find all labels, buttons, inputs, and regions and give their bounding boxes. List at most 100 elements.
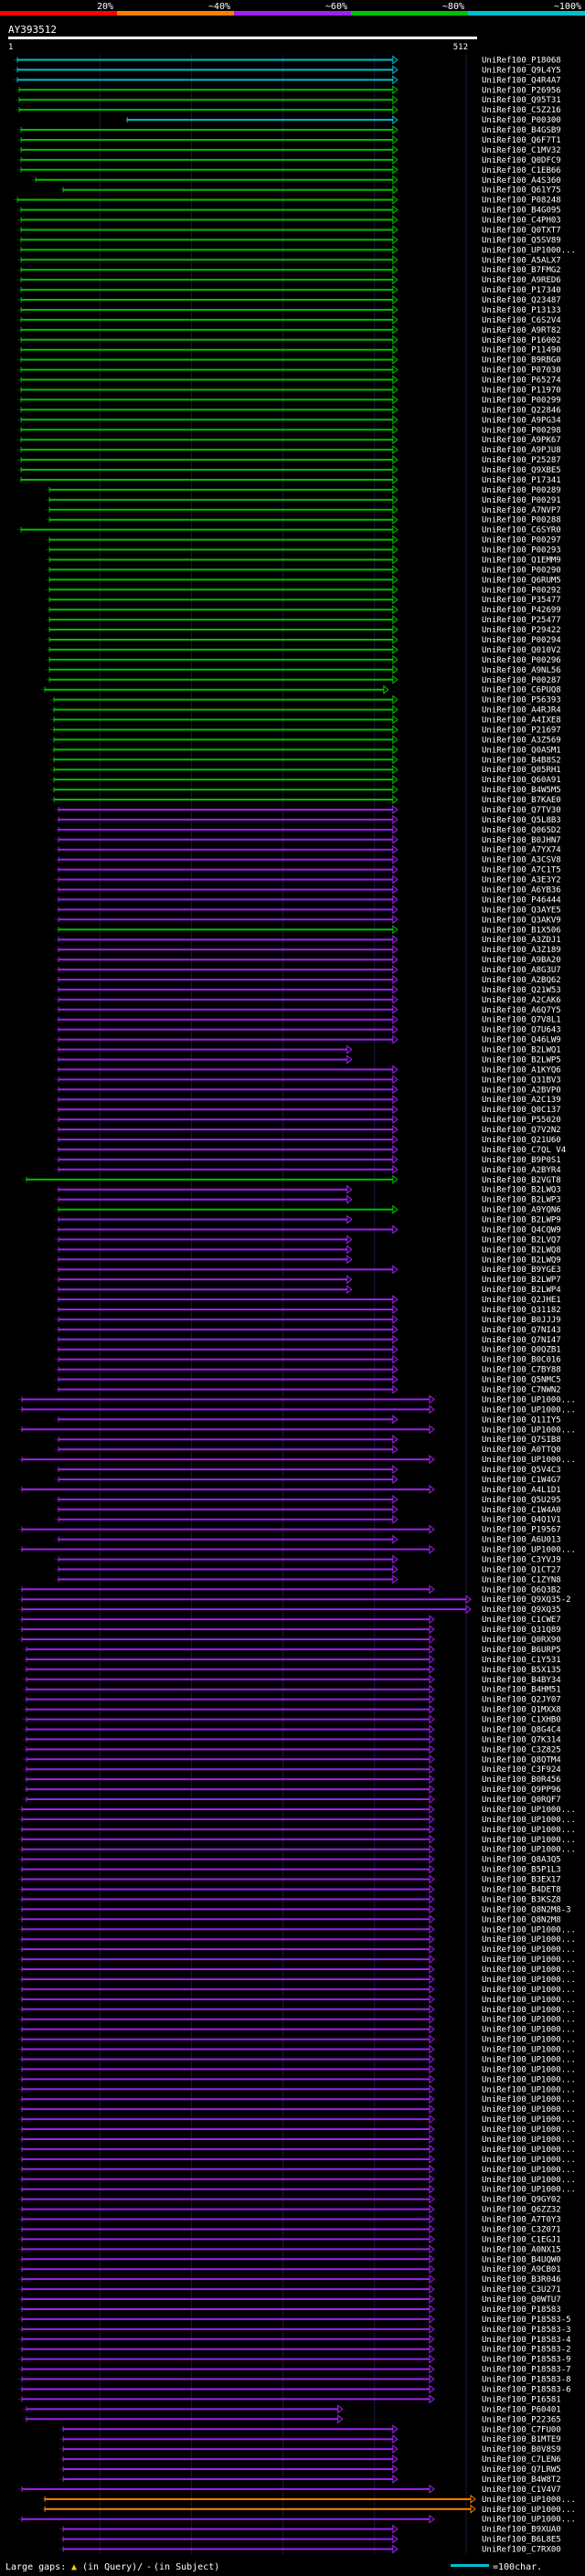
hit-label[interactable]: UniRef100_Q1MXX8 [482, 1706, 561, 1715]
hit-label[interactable]: UniRef100_Q6Q3B2 [482, 1585, 561, 1595]
hit-label[interactable]: UniRef100_P00291 [482, 496, 561, 505]
hit-label[interactable]: UniRef100_UP1000... [482, 1456, 576, 1465]
hit-label[interactable]: UniRef100_Q7SIB8 [482, 1436, 561, 1445]
hit-label[interactable]: UniRef100_P08248 [482, 196, 561, 206]
hit-label[interactable]: UniRef100_P22365 [482, 2415, 561, 2424]
hit-label[interactable]: UniRef100_Q2JY07 [482, 1696, 561, 1705]
hit-label[interactable]: UniRef100_P00297 [482, 536, 561, 546]
hit-label[interactable]: UniRef100_UP1000... [482, 2095, 576, 2104]
hit-label[interactable]: UniRef100_A9RED6 [482, 276, 561, 285]
hit-label[interactable]: UniRef100_C5Z216 [482, 106, 561, 115]
hit-label[interactable]: UniRef100_A9PJU8 [482, 446, 561, 455]
hit-label[interactable]: UniRef100_C1CWE7 [482, 1616, 561, 1625]
hit-label[interactable]: UniRef100_A3Z189 [482, 946, 561, 955]
hit-label[interactable]: UniRef100_Q6ZZ32 [482, 2206, 561, 2215]
hit-label[interactable]: UniRef100_A7C1T5 [482, 866, 561, 875]
hit-label[interactable]: UniRef100_A9CB01 [482, 2265, 561, 2274]
hit-label[interactable]: UniRef100_B9RBG0 [482, 356, 561, 366]
hit-label[interactable]: UniRef100_B2LWP7 [482, 1276, 561, 1285]
hit-label[interactable]: UniRef100_P18583-8 [482, 2376, 571, 2385]
hit-label[interactable]: UniRef100_Q11IY5 [482, 1415, 561, 1425]
hit-label[interactable]: UniRef100_C1MV32 [482, 146, 561, 155]
hit-label[interactable]: UniRef100_B0R456 [482, 1776, 561, 1785]
hit-label[interactable]: UniRef100_B4G095 [482, 207, 561, 216]
hit-label[interactable]: UniRef100_A4RJR4 [482, 706, 561, 716]
hit-label[interactable]: UniRef100_UP1000... [482, 2026, 576, 2035]
hit-label[interactable]: UniRef100_A4S360 [482, 176, 561, 186]
hit-label[interactable]: UniRef100_Q9L4Y5 [482, 66, 561, 75]
hit-label[interactable]: UniRef100_C3YVJ9 [482, 1555, 561, 1564]
hit-label[interactable]: UniRef100_Q6F7T1 [482, 136, 561, 145]
hit-label[interactable]: UniRef100_Q23487 [482, 296, 561, 305]
hit-label[interactable]: UniRef100_B7KAE0 [482, 796, 561, 805]
hit-label[interactable]: UniRef100_UP1000... [482, 2166, 576, 2175]
hit-label[interactable]: UniRef100_UP1000... [482, 1996, 576, 2005]
hit-label[interactable]: UniRef100_UP1000... [482, 2506, 576, 2515]
hit-label[interactable]: UniRef100_P18583-4 [482, 2336, 571, 2345]
hit-label[interactable]: UniRef100_P00296 [482, 656, 561, 665]
hit-label[interactable]: UniRef100_P11970 [482, 386, 561, 395]
hit-label[interactable]: UniRef100_UP1000... [482, 1956, 576, 1965]
hit-label[interactable]: UniRef100_UP1000... [482, 1546, 576, 1555]
hit-label[interactable]: UniRef100_P18583-7 [482, 2366, 571, 2375]
hit-label[interactable]: UniRef100_P00289 [482, 486, 561, 495]
hit-label[interactable]: UniRef100_A6YB36 [482, 885, 561, 895]
hit-label[interactable]: UniRef100_B2LWQ9 [482, 1256, 561, 1265]
hit-label[interactable]: UniRef100_Q8A3Q5 [482, 1856, 561, 1865]
hit-label[interactable]: UniRef100_UP1000... [482, 2085, 576, 2094]
hit-label[interactable]: UniRef100_UP1000... [482, 1986, 576, 1995]
hit-label[interactable]: UniRef100_UP1000... [482, 2006, 576, 2015]
hit-label[interactable]: UniRef100_P00299 [482, 396, 561, 405]
hit-label[interactable]: UniRef100_P46444 [482, 896, 561, 905]
hit-label[interactable]: UniRef100_C6SYR0 [482, 526, 561, 535]
hit-label[interactable]: UniRef100_Q7NI43 [482, 1326, 561, 1335]
hit-label[interactable]: UniRef100_Q8G4C4 [482, 1725, 561, 1734]
hit-label[interactable]: UniRef100_C7RX00 [482, 2546, 561, 2555]
hit-label[interactable]: UniRef100_B4UQW0 [482, 2255, 561, 2264]
hit-label[interactable]: UniRef100_Q9XQ35 [482, 1606, 561, 1615]
hit-label[interactable]: UniRef100_C3F924 [482, 1765, 561, 1775]
hit-label[interactable]: UniRef100_Q010V2 [482, 646, 561, 655]
hit-label[interactable]: UniRef100_B5X135 [482, 1666, 561, 1675]
hit-label[interactable]: UniRef100_UP1000... [482, 1826, 576, 1835]
hit-label[interactable]: UniRef100_Q8QTM4 [482, 1755, 561, 1765]
hit-label[interactable]: UniRef100_C1EGJ1 [482, 2235, 561, 2244]
hit-label[interactable]: UniRef100_P17341 [482, 476, 561, 485]
hit-label[interactable]: UniRef100_Q46LW9 [482, 1036, 561, 1045]
hit-label[interactable]: UniRef100_UP1000... [482, 2065, 576, 2074]
hit-label[interactable]: UniRef100_Q7TV30 [482, 806, 561, 815]
hit-label[interactable]: UniRef100_P29422 [482, 626, 561, 635]
hit-label[interactable]: UniRef100_P18583-2 [482, 2346, 571, 2355]
hit-label[interactable]: UniRef100_P19567 [482, 1526, 561, 1535]
hit-label[interactable]: UniRef100_A9PK67 [482, 436, 561, 445]
hit-label[interactable]: UniRef100_Q5U295 [482, 1496, 561, 1505]
hit-label[interactable]: UniRef100_C1W4G7 [482, 1476, 561, 1485]
hit-label[interactable]: UniRef100_UP1000... [482, 2496, 576, 2505]
hit-label[interactable]: UniRef100_A7NVP7 [482, 506, 561, 515]
hit-label[interactable]: UniRef100_P21697 [482, 726, 561, 735]
hit-label[interactable]: UniRef100_A3CSV8 [482, 856, 561, 865]
hit-label[interactable]: UniRef100_C1XHB0 [482, 1716, 561, 1725]
hit-label[interactable]: UniRef100_A0NX15 [482, 2245, 561, 2254]
hit-label[interactable]: UniRef100_UP1000... [482, 2036, 576, 2045]
hit-label[interactable]: UniRef100_B0JJJ9 [482, 1316, 561, 1325]
hit-label[interactable]: UniRef100_B2LWQ8 [482, 1246, 561, 1255]
hit-label[interactable]: UniRef100_Q065D2 [482, 826, 561, 835]
hit-label[interactable]: UniRef100_A9PG34 [482, 416, 561, 425]
hit-label[interactable]: UniRef100_B2VGT8 [482, 1176, 561, 1185]
hit-label[interactable]: UniRef100_B6L8E5 [482, 2536, 561, 2545]
hit-label[interactable]: UniRef100_UP1000... [482, 1925, 576, 1935]
hit-label[interactable]: UniRef100_A3ZDJ1 [482, 936, 561, 945]
hit-label[interactable]: UniRef100_UP1000... [482, 1426, 576, 1435]
hit-label[interactable]: UniRef100_Q9PP96 [482, 1786, 561, 1795]
hit-label[interactable]: UniRef100_Q0TXT7 [482, 226, 561, 235]
hit-label[interactable]: UniRef100_B4DET8 [482, 1885, 561, 1894]
hit-label[interactable]: UniRef100_B0C016 [482, 1356, 561, 1365]
hit-label[interactable]: UniRef100_B4W8T2 [482, 2475, 561, 2485]
hit-label[interactable]: UniRef100_B5P1L3 [482, 1866, 561, 1875]
hit-label[interactable]: UniRef100_Q3AYE5 [482, 906, 561, 915]
hit-label[interactable]: UniRef100_C1W4A0 [482, 1506, 561, 1515]
hit-label[interactable]: UniRef100_P00290 [482, 566, 561, 575]
hit-label[interactable]: UniRef100_C1ZYN8 [482, 1575, 561, 1585]
hit-label[interactable]: UniRef100_A2C139 [482, 1096, 561, 1105]
